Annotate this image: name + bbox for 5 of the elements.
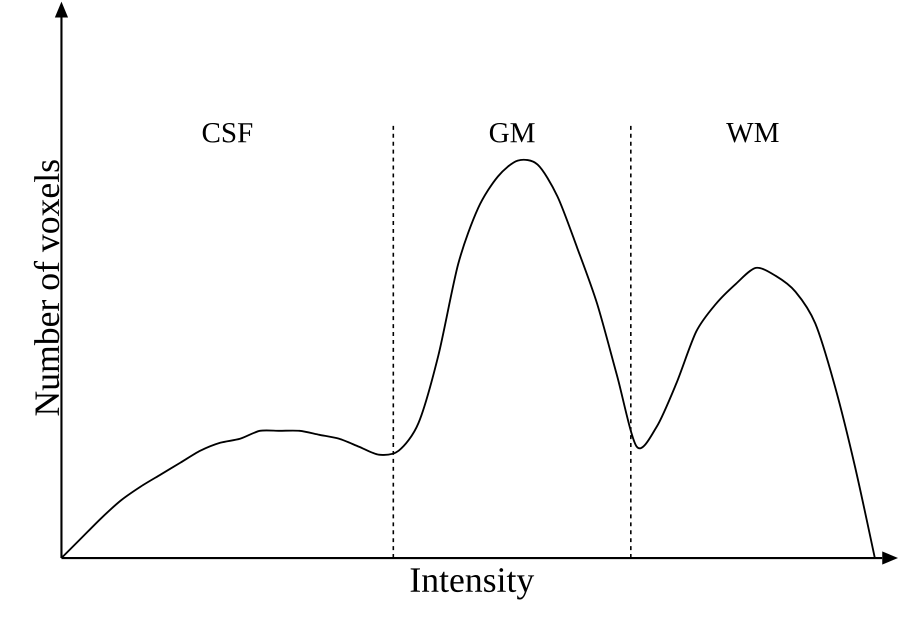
x-axis-title: Intensity [410, 568, 534, 600]
y-axis-title: Number of voxels [34, 160, 60, 416]
text: CSF [202, 122, 252, 142]
text: GM [490, 122, 535, 142]
text: WM [726, 122, 779, 142]
